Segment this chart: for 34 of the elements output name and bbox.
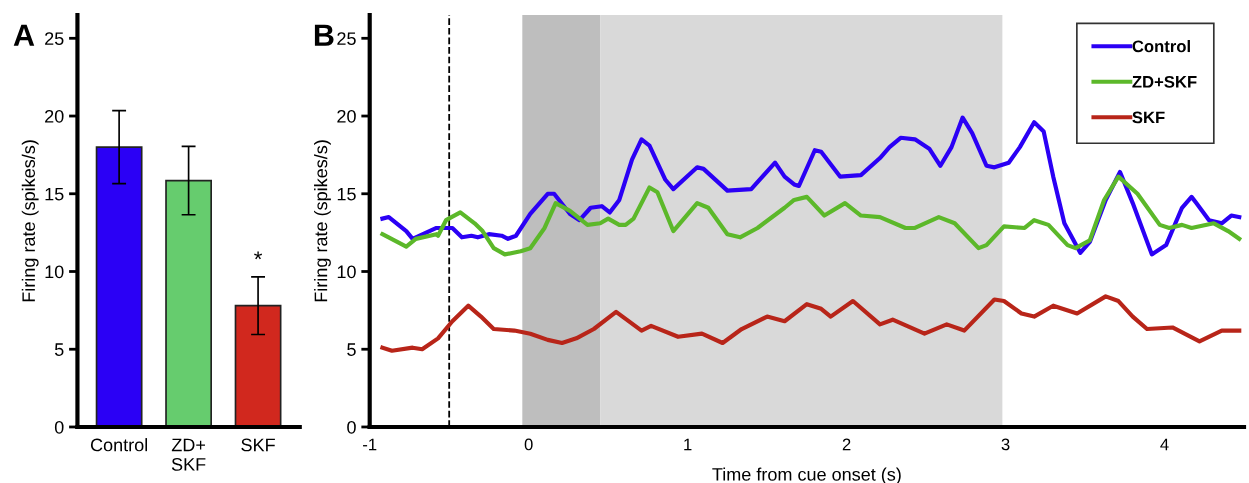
- x-tick-label: 0: [524, 438, 533, 451]
- y-tick-label: 15: [337, 187, 356, 201]
- y-tick-label: 20: [45, 109, 64, 123]
- y-tick-label: 15: [45, 187, 64, 201]
- y-tick-label: 5: [54, 343, 64, 356]
- y-tick-label: 20: [337, 109, 356, 123]
- chart-title: A: [13, 24, 35, 46]
- x-tick-label: 2: [842, 438, 851, 451]
- bar: [234, 304, 282, 427]
- y-tick-label: 0: [347, 420, 356, 434]
- y-axis-title: Firing rate (spikes/s): [314, 140, 331, 302]
- y-tick-label: 10: [45, 265, 64, 279]
- line-series: [380, 294, 1242, 353]
- line-series: [380, 174, 1242, 257]
- chart-title: B: [314, 24, 334, 46]
- x-tick-label: 3: [1001, 438, 1010, 451]
- y-tick-label: 0: [54, 420, 64, 434]
- x-tick-label: Control: [90, 438, 148, 452]
- legend-label: SKF: [1132, 111, 1165, 124]
- y-tick-label: 5: [347, 343, 356, 356]
- x-tick-label: 4: [1160, 438, 1169, 451]
- legend-label: ZD+SKF: [1132, 75, 1197, 88]
- x-tick-label: ZD+ SKF: [171, 438, 206, 471]
- y-tick-label: 25: [45, 32, 64, 46]
- y-tick-label: 10: [337, 265, 356, 279]
- x-tick-label: 1: [684, 438, 692, 451]
- x-tick-label: SKF: [241, 438, 275, 452]
- bar: [165, 179, 213, 427]
- y-tick-label: 25: [337, 32, 356, 46]
- annotation: *: [254, 251, 263, 260]
- legend-label: Control: [1132, 39, 1190, 53]
- bar: [95, 146, 143, 427]
- x-tick-label: -1: [363, 438, 377, 451]
- y-axis-title: Firing rate (spikes/s): [21, 140, 39, 302]
